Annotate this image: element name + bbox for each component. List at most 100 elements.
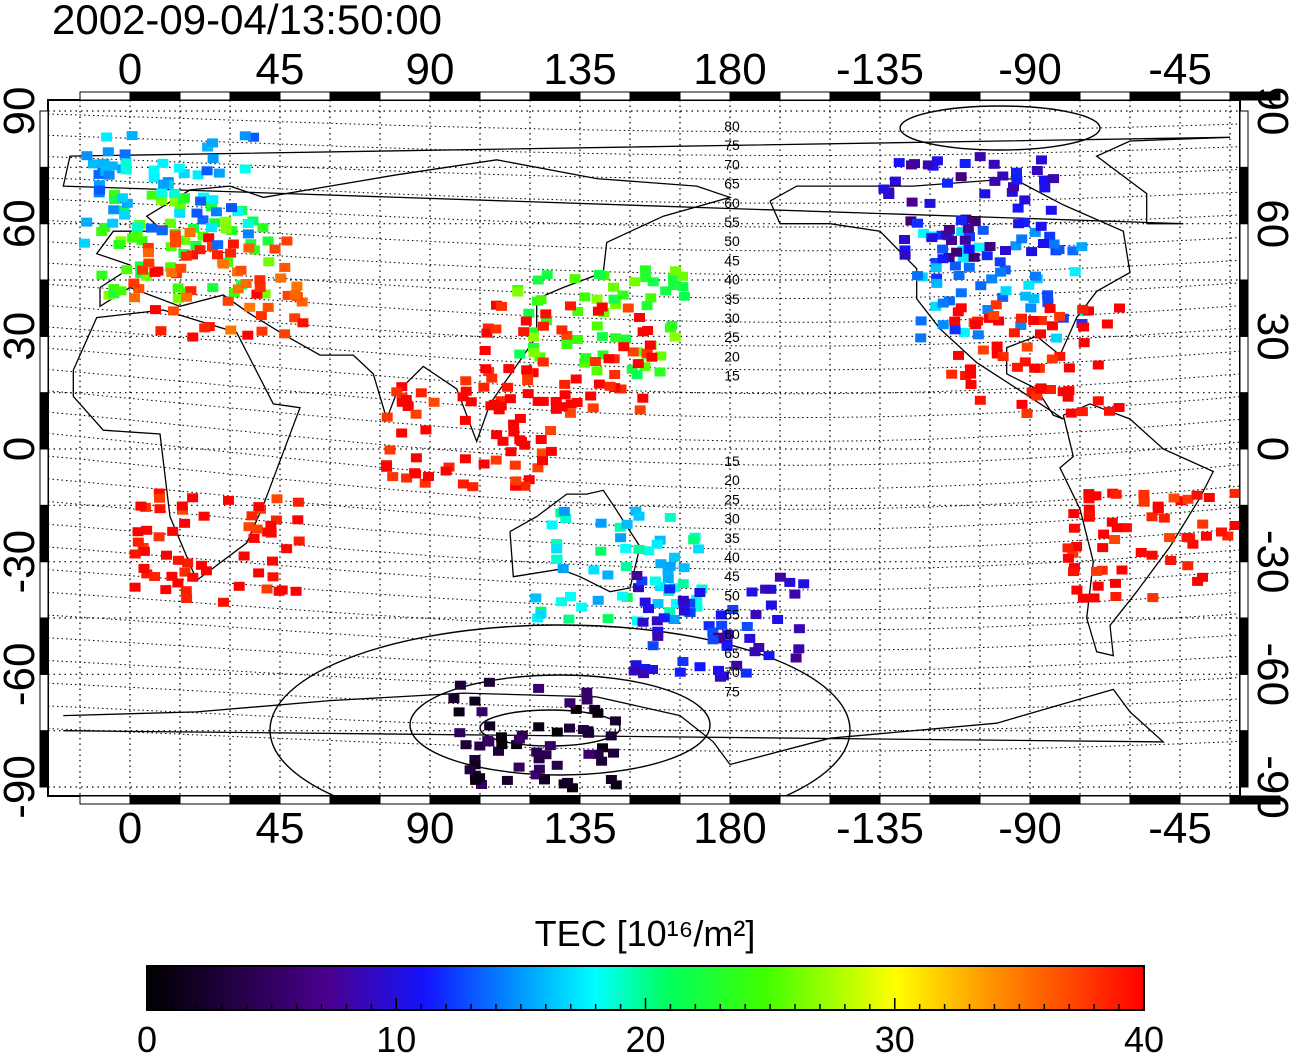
contour-labels: 80 75 70 65 60 55 50 45 40 35 30 25 20 15 15 20 25 30 35 40… [724,118,740,699]
tec-cell [1181,533,1193,542]
tec-cell [650,576,661,586]
contour-label: 60 [724,195,740,211]
tec-cell [561,340,573,349]
frame-tick [779,91,831,101]
tec-cell [262,236,274,246]
tec-cell [410,409,422,419]
tec-cell [1035,221,1047,231]
tec-cell [178,169,190,179]
tec-cell [951,247,963,257]
tec-cell [721,641,733,651]
tec-cell [503,364,515,374]
tec-cell [565,399,577,409]
contour-label: 75 [724,683,740,699]
contour-label: 60 [724,626,740,642]
tec-cell [533,754,545,764]
tec-cell [784,577,796,587]
tec-cell [973,242,985,252]
tec-cell [644,340,656,350]
frame-tick [1079,91,1131,101]
tec-cell [1197,572,1208,582]
contour-line [48,432,1240,490]
tec-cell [242,229,254,239]
tec-cell [1111,523,1123,533]
tec-cell [986,274,998,284]
frame-tick [879,795,931,805]
contour-label: 50 [724,233,740,249]
tec-cell [626,364,638,374]
tec-cell [537,321,549,331]
tec-cell [1035,316,1047,325]
tec-cell [243,522,255,532]
frame-tick [1179,795,1231,805]
latitude-label: -90 [1248,755,1292,819]
tec-cell [587,403,599,413]
tec-cell [197,231,209,241]
tec-cell [1168,493,1180,503]
tec-cell [415,388,427,398]
tec-cell [937,320,949,330]
tec-cell [155,326,167,336]
tec-cell [579,292,591,302]
tec-cell [256,326,268,336]
frame-tick [929,795,981,805]
tec-cell [1146,512,1158,522]
tec-cell [244,302,256,312]
tec-cell [905,216,917,226]
tec-cell [281,544,293,554]
frame-tick [479,91,531,101]
tec-cell [643,546,655,556]
tec-cell [142,242,154,252]
tec-cell [1028,316,1040,325]
tec-cell [396,428,408,438]
tec-cell [120,165,132,175]
frame-tick [529,795,581,805]
tec-cell [614,522,626,532]
tec-cell [129,549,141,559]
tec-cell [969,217,981,227]
tec-cell [1152,504,1164,514]
tec-cell [551,760,563,770]
frame-tick [279,795,331,805]
frame-tick [1239,335,1249,394]
tec-cell [1078,338,1090,348]
tec-cell [251,524,263,534]
tec-cell [119,149,131,159]
latitude-label: -30 [1248,530,1292,594]
tec-cell [918,228,930,238]
tec-cell [617,290,629,300]
longitude-label: 0 [118,45,142,94]
tec-cell [678,291,690,301]
tec-cell [384,445,396,455]
tec-cell [1092,360,1104,370]
tec-cell [96,227,108,236]
tec-cell [975,281,987,291]
tec-cell [81,217,93,227]
tec-cell [634,313,645,322]
tec-cell [602,570,614,580]
tec-cell [242,219,254,228]
tec-cell [694,588,706,597]
tec-cell [1036,155,1047,165]
tec-cell [1046,321,1058,331]
tec-cell [120,157,132,167]
tec-cell [149,572,161,581]
colorbar-tick-label: 20 [625,1019,665,1057]
coastline [1059,403,1215,657]
tec-cell [1044,231,1056,241]
tec-cell [156,226,168,236]
tec-cell [1096,565,1108,575]
latitude-label: 60 [1248,199,1292,248]
tec-cell [1019,357,1031,367]
frame-tick [779,795,831,805]
tec-cell [647,641,659,651]
tec-cell [597,350,609,360]
tec-cell [457,392,469,402]
tec-cell [793,624,805,634]
tec-cell [1034,384,1046,394]
tec-cell [532,463,544,473]
tec-cell [677,595,689,605]
tec-cell [744,633,756,643]
tec-cell [220,224,232,234]
tec-cell [173,163,185,173]
